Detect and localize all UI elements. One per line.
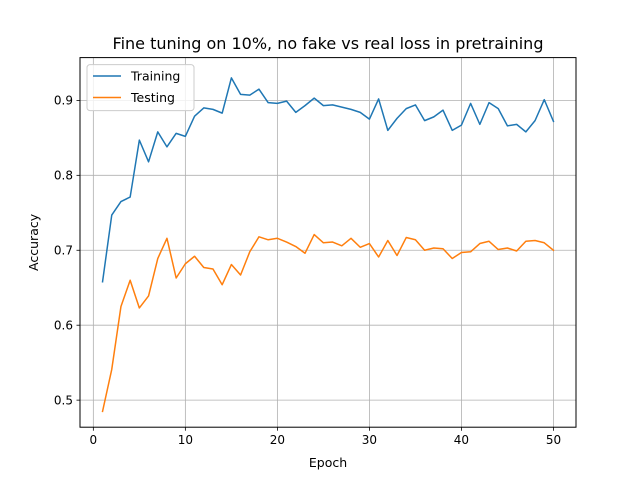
x-axis-label: Epoch xyxy=(309,455,347,470)
y-tick-label: 0.9 xyxy=(54,94,73,108)
x-tick-label: 0 xyxy=(90,433,98,447)
x-tick-label: 50 xyxy=(546,433,561,447)
y-tick-label: 0.7 xyxy=(54,244,73,258)
x-tick-label: 20 xyxy=(270,433,285,447)
x-tick-label: 10 xyxy=(178,433,193,447)
y-tick-label: 0.6 xyxy=(54,319,73,333)
chart-title: Fine tuning on 10%, no fake vs real loss… xyxy=(113,34,544,53)
series-line-training xyxy=(101,77,555,283)
x-tick-label: 30 xyxy=(362,433,377,447)
plot-frame xyxy=(79,57,577,428)
grid xyxy=(80,57,576,428)
y-tick-label: 0.8 xyxy=(54,169,73,183)
series-line-testing xyxy=(101,233,555,413)
legend-label-training: Training xyxy=(130,69,180,84)
legend: Training Testing xyxy=(86,64,195,112)
ticks: 0 10 20 30 40 50 0.5 0.6 0.7 0.8 0.9 xyxy=(54,94,561,448)
series-layer xyxy=(101,77,555,413)
y-tick-label: 0.5 xyxy=(54,393,73,407)
x-tick-label: 40 xyxy=(454,433,469,447)
y-axis-label: Accuracy xyxy=(26,213,41,271)
legend-label-testing: Testing xyxy=(130,90,175,105)
